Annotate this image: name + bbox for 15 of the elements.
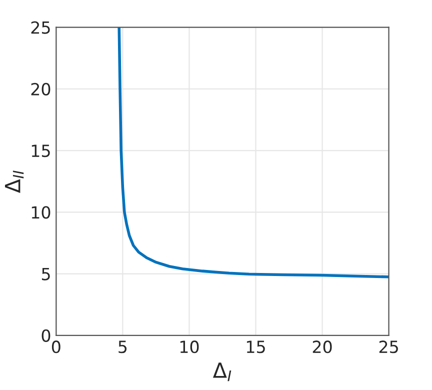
x-tick-label: 10 — [180, 340, 199, 354]
x-tick-label: 15 — [246, 340, 265, 354]
y-tick-label: 20 — [31, 82, 50, 96]
x-tick-label: 20 — [312, 340, 332, 354]
y-tick-label: 0 — [42, 329, 50, 342]
y-tick-label: 25 — [31, 21, 50, 34]
x-tick-label: 25 — [379, 340, 398, 354]
y-tick-label: 5 — [42, 268, 50, 280]
line-series — [118, 27, 389, 278]
x-tick-label: 5 — [118, 340, 127, 354]
y-tick-label: 10 — [32, 206, 50, 219]
x-tick-label: 0 — [52, 340, 60, 354]
x-axis-title: Δ$_{I}$ — [212, 362, 232, 382]
y-axis-title: Δ$_{II}$ — [4, 170, 24, 194]
y-tick-label: 15 — [32, 144, 50, 158]
